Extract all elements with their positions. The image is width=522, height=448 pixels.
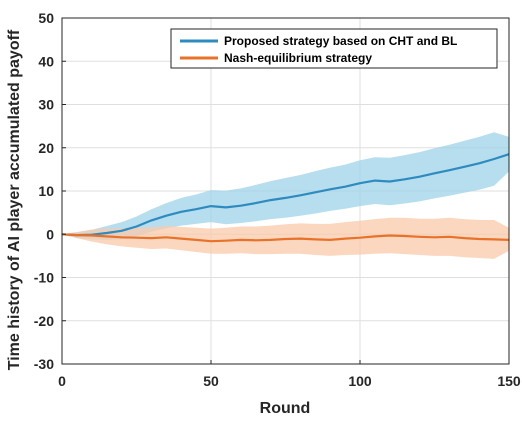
y-tick-label: -30 bbox=[34, 356, 54, 372]
x-axis-label: Round bbox=[260, 400, 311, 417]
y-tick-label: 30 bbox=[38, 97, 54, 113]
y-tick-label: 20 bbox=[38, 140, 54, 156]
y-tick-label: 40 bbox=[38, 53, 54, 69]
y-tick-label: 50 bbox=[38, 10, 54, 26]
series-lines bbox=[61, 153, 510, 243]
x-axis-ticks: 0 50 100 150 bbox=[58, 360, 521, 389]
x-tick-label: 50 bbox=[203, 373, 219, 389]
line-series-0 bbox=[61, 153, 510, 237]
y-tick-label: -10 bbox=[34, 270, 54, 286]
line-series-1 bbox=[61, 233, 510, 243]
y-tick-label: 10 bbox=[38, 183, 54, 199]
y-axis-ticks: -30 -20 -10 0 10 20 30 40 50 bbox=[34, 10, 66, 372]
y-tick-label: -20 bbox=[34, 313, 54, 329]
legend: Proposed strategy based on CHT and BL Na… bbox=[170, 28, 498, 69]
x-tick-label: 0 bbox=[58, 373, 66, 389]
legend-label-nash: Nash-equilibrium strategy bbox=[224, 51, 372, 65]
legend-label-proposed: Proposed strategy based on CHT and BL bbox=[224, 34, 457, 48]
y-axis-label: Time history of AI player accumulated pa… bbox=[6, 29, 23, 370]
x-tick-label: 150 bbox=[497, 373, 521, 389]
legend-box bbox=[170, 28, 498, 69]
y-tick-label: 0 bbox=[46, 226, 54, 242]
x-tick-label: 100 bbox=[348, 373, 372, 389]
